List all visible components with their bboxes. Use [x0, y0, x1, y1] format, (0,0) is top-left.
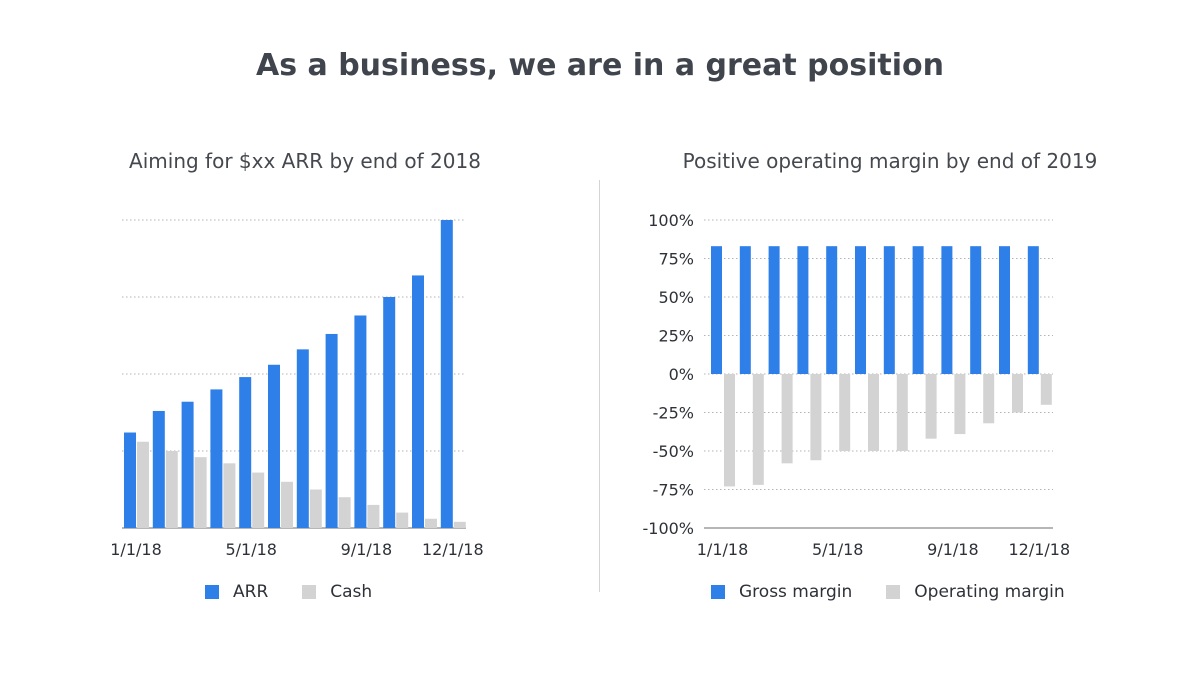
- bar-operating-margin-7: [896, 374, 908, 451]
- legend-label-gross-margin: Gross margin: [739, 582, 853, 602]
- bar-arr-10: [383, 297, 396, 528]
- legend-label-cash: Cash: [330, 582, 373, 602]
- bar-cash-6: [281, 481, 293, 528]
- bar-cash-9: [367, 504, 380, 528]
- bar-cash-10: [396, 512, 409, 528]
- bar-gross-margin-8: [912, 246, 924, 374]
- bar-gross-margin-5: [826, 246, 838, 374]
- legend-item-operating-margin: Operating margin: [886, 582, 1065, 602]
- y-tick-label: 25%: [658, 327, 694, 346]
- bar-gross-margin-11: [999, 246, 1010, 374]
- bar-arr-9: [354, 315, 367, 528]
- bar-arr-1: [124, 432, 136, 528]
- bar-operating-margin-2: [752, 374, 764, 485]
- bar-operating-margin-1: [724, 374, 735, 487]
- arr-chart-title: Aiming for $xx ARR by end of 2018: [129, 149, 481, 173]
- bar-cash-7: [309, 489, 322, 528]
- legend-swatch-gross-margin: [711, 585, 725, 599]
- bar-arr-8: [325, 333, 338, 528]
- x-tick-label: 5/1/18: [812, 540, 864, 559]
- bar-gross-margin-2: [739, 246, 751, 374]
- y-tick-label: 50%: [658, 288, 694, 307]
- bar-operating-margin-11: [1012, 374, 1023, 413]
- bar-cash-5: [252, 472, 265, 528]
- bar-gross-margin-10: [970, 246, 982, 374]
- legend-swatch-operating-margin: [886, 585, 901, 599]
- bar-arr-5: [239, 377, 252, 528]
- bar-cash-2: [165, 451, 178, 528]
- bar-arr-7: [296, 349, 309, 528]
- bar-arr-2: [152, 410, 165, 528]
- bar-operating-margin-4: [810, 374, 822, 461]
- y-tick-label: 0%: [669, 365, 694, 384]
- bar-arr-12: [440, 220, 453, 528]
- margin-chart: 100% 75% 50% 25% 0% -25% -50% -75% -100%1/1/18 5/…: [642, 211, 1070, 559]
- legend-item-cash: Cash: [302, 582, 372, 602]
- bar-gross-margin-4: [797, 246, 809, 374]
- bar-gross-margin-6: [855, 246, 866, 374]
- bar-operating-margin-9: [954, 374, 966, 435]
- bar-cash-4: [223, 463, 236, 528]
- legend-item-arr: ARR: [205, 582, 268, 602]
- bar-arr-6: [268, 364, 280, 528]
- bar-arr-11: [412, 275, 424, 528]
- margin-chart-title: Positive operating margin by end of 2019: [682, 149, 1098, 173]
- slide-title: As a business, we are in a great positio…: [255, 48, 944, 83]
- y-tick-label: 75%: [658, 250, 694, 269]
- legend-label-arr: ARR: [233, 582, 269, 602]
- x-tick-label: 9/1/18: [927, 540, 979, 559]
- bar-gross-margin-12: [1027, 246, 1039, 374]
- x-tick-label: 9/1/18: [341, 540, 393, 559]
- x-tick-label: 1/1/18: [697, 540, 749, 559]
- bar-gross-margin-9: [941, 246, 953, 374]
- legend-item-gross-margin: Gross margin: [711, 582, 852, 602]
- y-tick-label: -50%: [653, 442, 694, 461]
- bar-operating-margin-10: [983, 374, 995, 424]
- margin-chart-legend: Gross margin Operating margin: [711, 582, 1099, 602]
- bar-operating-margin-6: [868, 374, 879, 451]
- bar-cash-11: [425, 518, 437, 528]
- x-tick-label: 5/1/18: [225, 540, 277, 559]
- y-tick-label: -75%: [653, 481, 694, 500]
- x-tick-label: 12/1/18: [422, 540, 484, 559]
- bar-arr-4: [210, 389, 223, 528]
- bar-cash-12: [453, 521, 466, 528]
- bar-gross-margin-7: [883, 246, 895, 374]
- bar-gross-margin-3: [768, 246, 780, 374]
- x-tick-label: 1/1/18: [110, 540, 162, 559]
- bar-cash-8: [338, 497, 351, 528]
- bar-operating-margin-8: [925, 374, 937, 439]
- bar-arr-3: [181, 401, 194, 528]
- legend-label-operating-margin: Operating margin: [914, 582, 1065, 602]
- bar-gross-margin-1: [711, 246, 722, 374]
- y-tick-label: -25%: [653, 404, 694, 423]
- y-tick-label: 100%: [648, 211, 694, 230]
- bar-operating-margin-5: [839, 374, 851, 451]
- bar-cash-1: [137, 441, 149, 528]
- x-tick-label: 12/1/18: [1008, 540, 1070, 559]
- legend-swatch-cash: [302, 585, 317, 599]
- bar-operating-margin-3: [781, 374, 793, 464]
- y-tick-label: -100%: [642, 519, 694, 538]
- bar-cash-3: [194, 457, 207, 528]
- legend-swatch-arr: [205, 585, 219, 599]
- chart-divider: [599, 180, 600, 592]
- arr-chart: 1/1/18 5/1/18 9/1/18 12/1/18: [110, 219, 484, 559]
- bar-operating-margin-12: [1040, 374, 1052, 405]
- arr-chart-legend: ARR Cash: [205, 582, 406, 602]
